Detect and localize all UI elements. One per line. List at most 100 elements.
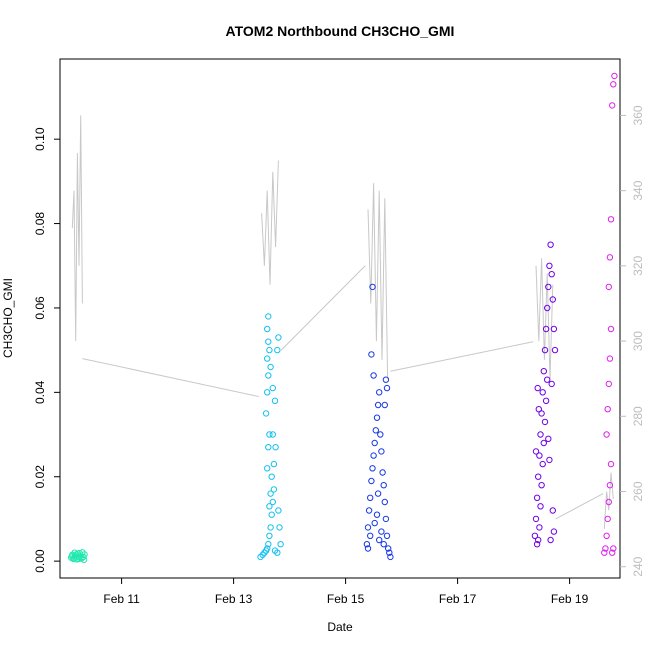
data-point	[265, 372, 272, 379]
data-point	[264, 465, 271, 472]
connector-line-2	[280, 265, 366, 351]
data-point	[545, 283, 552, 291]
connector-line-3	[390, 341, 534, 372]
right-y-tick-label: 320	[631, 256, 645, 276]
data-point	[542, 325, 550, 333]
data-point	[364, 524, 372, 531]
data-point	[369, 283, 376, 291]
data-point	[611, 72, 618, 80]
right-y-tick-label: 280	[631, 406, 645, 426]
data-point	[276, 524, 283, 531]
x-tick-label: Feb 17	[439, 592, 477, 606]
right-y-tick-label: 260	[631, 481, 645, 501]
connector-line-1	[82, 358, 259, 398]
data-point	[378, 448, 385, 455]
data-point	[539, 460, 546, 468]
data-point	[266, 431, 273, 438]
y-axis-title: CH3CHO_GMI	[1, 278, 15, 358]
data-point	[269, 431, 276, 438]
data-point	[610, 545, 617, 552]
data-point	[264, 545, 271, 552]
data-point	[271, 547, 279, 554]
data-point	[603, 431, 610, 438]
data-point	[605, 498, 612, 506]
data-point	[537, 503, 544, 510]
data-point	[547, 536, 554, 544]
data-point	[363, 541, 371, 548]
data-point	[383, 384, 391, 392]
data-point	[267, 363, 274, 371]
x-axis: Feb 11 Feb 13 Feb 15 Feb 17 Feb 19	[103, 578, 589, 606]
data-point	[370, 452, 377, 459]
data-point	[270, 486, 278, 493]
data-point	[266, 346, 273, 354]
data-point	[267, 490, 274, 497]
data-point	[371, 519, 378, 527]
data-point	[379, 469, 386, 476]
data-point	[606, 482, 614, 489]
data-point	[532, 448, 540, 455]
x-axis-title: Date	[327, 620, 353, 634]
data-point	[547, 241, 554, 248]
data-point	[373, 414, 381, 421]
data-point	[534, 384, 541, 392]
secondary-trace-layer	[71, 115, 614, 530]
plot-frame	[59, 58, 621, 579]
y-tick-label: 0.00	[33, 549, 47, 573]
data-point	[380, 541, 387, 548]
secondary-trace-1	[71, 115, 83, 342]
data-point	[368, 477, 375, 485]
y-tick-label: 0.02	[33, 465, 47, 489]
x-tick-label: Feb 19	[551, 592, 589, 606]
right-y-tick-label: 340	[631, 180, 645, 200]
right-y-tick-label: 300	[631, 331, 645, 351]
data-point	[266, 503, 273, 510]
data-point	[605, 283, 612, 291]
data-point	[607, 325, 615, 333]
data-point	[604, 406, 611, 413]
data-point	[544, 304, 551, 312]
data-point	[371, 439, 378, 447]
x-tick-label: Feb 13	[215, 592, 253, 606]
data-point	[376, 536, 383, 544]
data-point	[272, 444, 279, 451]
data-point	[368, 351, 375, 358]
data-point	[546, 262, 553, 269]
data-point	[377, 431, 384, 438]
data-point	[533, 541, 541, 548]
data-point	[531, 532, 539, 539]
data-point	[387, 553, 394, 561]
data-point	[541, 346, 549, 354]
y-tick-label: 0.08	[33, 212, 47, 236]
data-point	[536, 524, 543, 531]
y-axis: 0.00 0.02 0.04 0.06 0.08 0.10	[33, 127, 60, 573]
data-point	[378, 528, 385, 535]
data-point	[550, 528, 558, 535]
data-point	[607, 216, 615, 223]
data-point	[540, 439, 547, 447]
data-point	[269, 498, 276, 506]
data-point	[376, 389, 383, 396]
connector-line-layer	[82, 265, 604, 520]
data-point	[265, 444, 272, 451]
data-point	[271, 397, 279, 404]
data-point	[602, 545, 609, 552]
data-point	[607, 460, 615, 468]
data-point	[374, 401, 382, 409]
data-point	[601, 549, 608, 556]
data-point	[374, 490, 382, 497]
data-point	[603, 532, 610, 539]
data-point	[264, 325, 271, 333]
data-point	[364, 545, 372, 552]
data-point	[382, 376, 390, 383]
data-point	[277, 541, 284, 548]
data-point	[267, 524, 274, 531]
data-point	[609, 549, 616, 556]
data-point	[550, 325, 558, 333]
points-layer	[68, 72, 618, 564]
x-tick-label: Feb 11	[103, 592, 140, 606]
data-point	[548, 271, 555, 278]
right-y-tick-label: 240	[631, 556, 645, 576]
data-point	[381, 498, 388, 506]
